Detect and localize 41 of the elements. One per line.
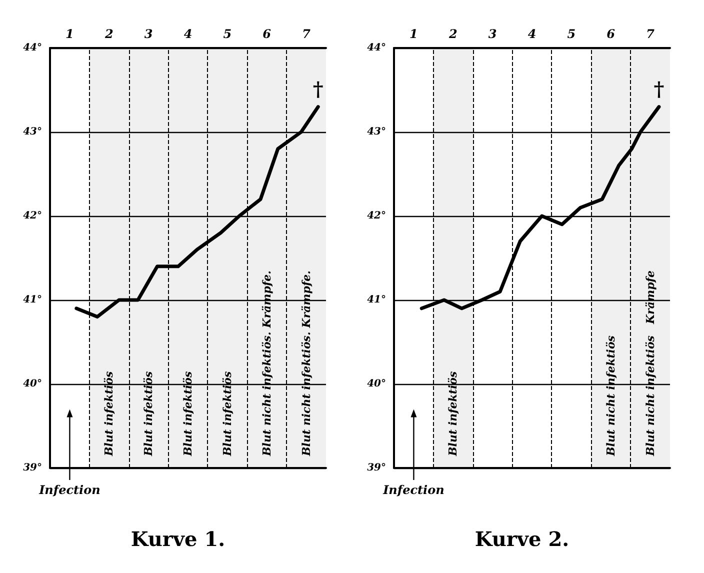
- annotation: †: [312, 76, 324, 101]
- x-tick-label: 4: [184, 27, 192, 41]
- y-tick-label: 40°: [367, 378, 386, 390]
- band-label: Blut infektiös: [446, 371, 460, 457]
- x-tick-label: 5: [567, 27, 576, 41]
- y-tick-label: 41°: [23, 294, 42, 306]
- x-tick-label: 4: [528, 27, 536, 41]
- annotation: †: [654, 76, 664, 101]
- text: Infection: [38, 483, 100, 497]
- band-label: Blut nicht infektiös. Krämpfe.: [300, 270, 313, 458]
- band-label: Blut infektiös: [102, 371, 116, 457]
- band-label: Blut infektiös: [182, 371, 194, 457]
- band-label: Blut nicht infektiös Krämpfe: [644, 270, 657, 458]
- y-tick-label: 41°: [367, 294, 386, 306]
- text: Infection: [382, 483, 444, 497]
- x-tick-label: 5: [223, 27, 232, 41]
- y-tick-label: 42°: [367, 210, 386, 222]
- x-tick-label: 3: [144, 27, 153, 41]
- band-label: Blut infektiös: [220, 371, 234, 457]
- band-label: Blut infektiös: [142, 371, 156, 457]
- x-tick-label: 7: [646, 27, 656, 41]
- y-tick-label: 40°: [23, 378, 42, 390]
- x-tick-label: 6: [606, 27, 616, 41]
- y-tick-label: 39°: [367, 462, 386, 474]
- y-tick-label: 39°: [23, 462, 42, 474]
- y-tick-label: 42°: [23, 210, 42, 222]
- x-tick-label: 6: [262, 27, 272, 41]
- x-tick-label: 1: [410, 27, 418, 41]
- x-tick-label: 3: [488, 27, 497, 41]
- y-tick-label: 44°: [367, 42, 386, 54]
- text: Kurve 1.: [130, 527, 226, 551]
- band-label: Blut nicht infektiös: [604, 336, 618, 457]
- x-tick-label: 7: [302, 27, 312, 41]
- band-label: Blut nicht infektiös. Krämpfe.: [260, 270, 274, 458]
- x-tick-label: 1: [66, 27, 74, 41]
- text: Kurve 2.: [474, 527, 570, 551]
- y-tick-label: 44°: [23, 42, 42, 54]
- y-tick-label: 43°: [23, 126, 42, 138]
- y-tick-label: 43°: [367, 126, 386, 138]
- x-tick-label: 2: [104, 27, 114, 41]
- x-tick-label: 2: [448, 27, 458, 41]
